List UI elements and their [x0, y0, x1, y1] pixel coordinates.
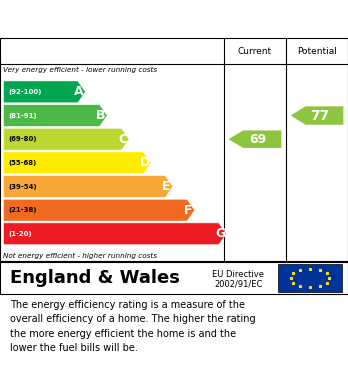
Text: (92-100): (92-100) [9, 89, 42, 95]
Text: (39-54): (39-54) [9, 183, 37, 190]
Polygon shape [291, 106, 343, 125]
Text: Current: Current [238, 47, 272, 56]
Text: (69-80): (69-80) [9, 136, 37, 142]
Text: G: G [215, 227, 225, 240]
Text: Energy Efficiency Rating: Energy Efficiency Rating [9, 12, 219, 27]
Text: A: A [74, 85, 84, 99]
Polygon shape [228, 131, 282, 148]
Text: 2002/91/EC: 2002/91/EC [214, 279, 263, 288]
Text: (81-91): (81-91) [9, 113, 37, 118]
Text: (1-20): (1-20) [9, 231, 32, 237]
Text: England & Wales: England & Wales [10, 269, 180, 287]
Text: B: B [96, 109, 106, 122]
Text: (21-38): (21-38) [9, 207, 37, 213]
Text: F: F [184, 204, 193, 217]
Text: Potential: Potential [297, 47, 337, 56]
Text: D: D [140, 156, 150, 169]
Text: 77: 77 [310, 109, 329, 122]
Polygon shape [3, 81, 86, 103]
Text: Not energy efficient - higher running costs: Not energy efficient - higher running co… [3, 253, 158, 258]
Polygon shape [3, 105, 107, 126]
Text: EU Directive: EU Directive [212, 270, 264, 279]
Text: C: C [118, 133, 127, 146]
Polygon shape [3, 176, 173, 197]
Text: Very energy efficient - lower running costs: Very energy efficient - lower running co… [3, 66, 158, 73]
Text: (55-68): (55-68) [9, 160, 37, 166]
Text: E: E [163, 180, 171, 193]
Text: The energy efficiency rating is a measure of the
overall efficiency of a home. T: The energy efficiency rating is a measur… [10, 300, 256, 353]
Bar [278, 264, 342, 292]
Polygon shape [3, 223, 227, 245]
Text: 69: 69 [249, 133, 266, 146]
Polygon shape [3, 199, 195, 221]
Polygon shape [3, 152, 151, 174]
Polygon shape [3, 128, 129, 150]
